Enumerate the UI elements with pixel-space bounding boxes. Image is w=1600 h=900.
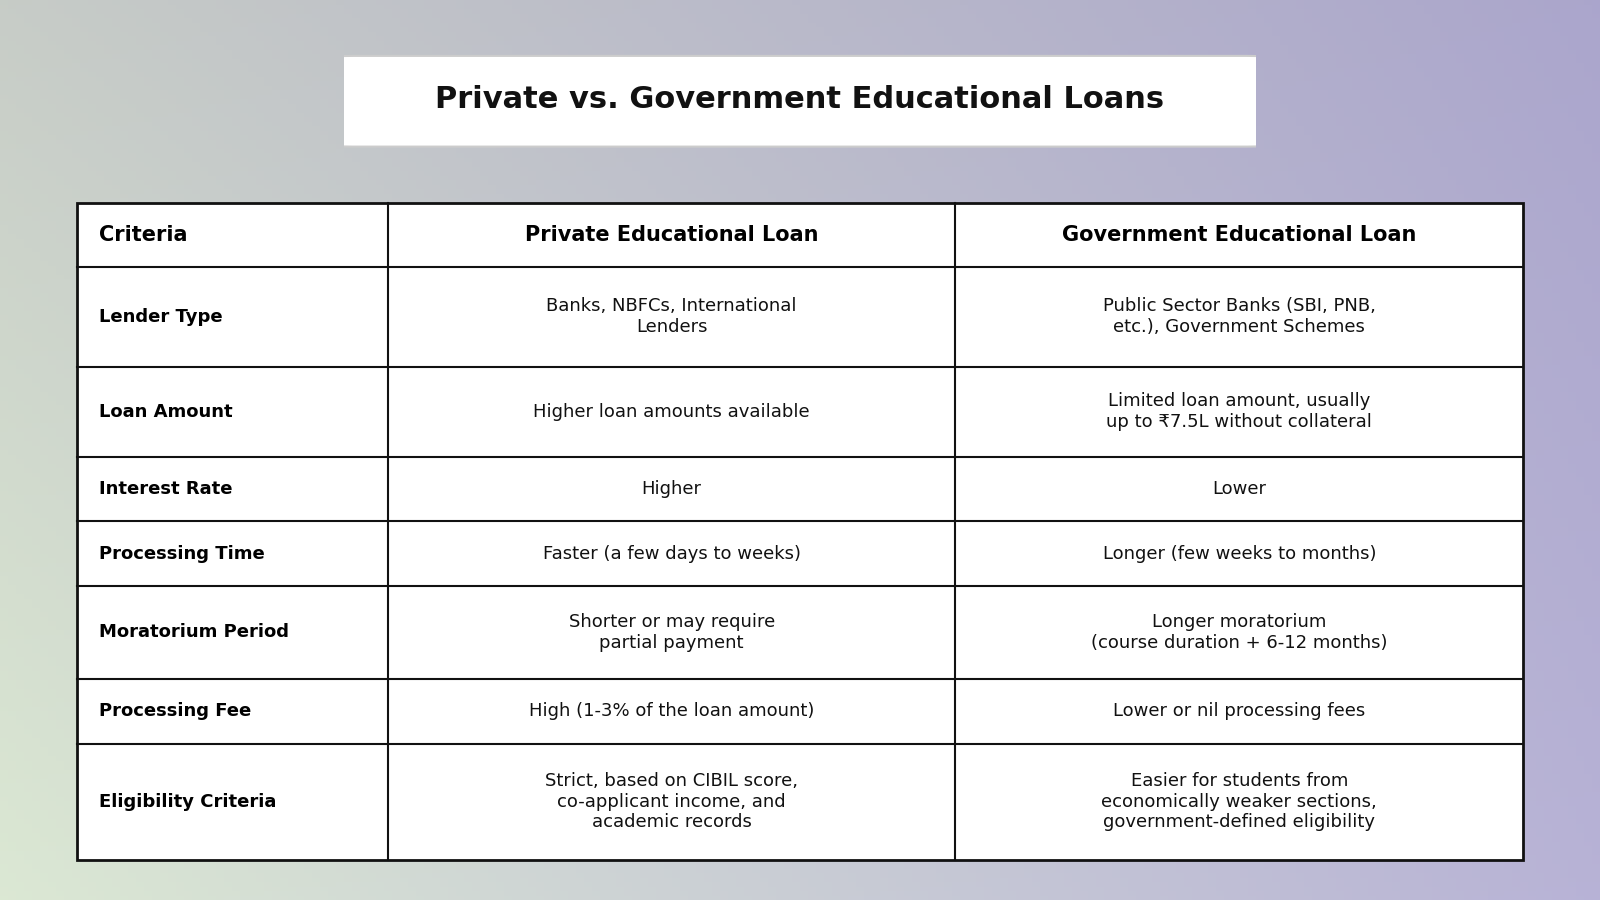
Text: Government Educational Loan: Government Educational Loan — [1062, 225, 1416, 245]
Text: Strict, based on CIBIL score,
co-applicant income, and
academic records: Strict, based on CIBIL score, co-applica… — [546, 771, 798, 832]
Text: Public Sector Banks (SBI, PNB,
etc.), Government Schemes: Public Sector Banks (SBI, PNB, etc.), Go… — [1102, 297, 1376, 337]
Text: Shorter or may require
partial payment: Shorter or may require partial payment — [568, 613, 774, 652]
Bar — [955, 457, 1523, 521]
Bar — [387, 586, 955, 680]
Bar — [77, 202, 1523, 860]
Bar — [77, 367, 387, 457]
Text: Lower: Lower — [1213, 480, 1266, 498]
Text: Limited loan amount, usually
up to ₹7.5L without collateral: Limited loan amount, usually up to ₹7.5L… — [1107, 392, 1373, 431]
Text: Interest Rate: Interest Rate — [99, 480, 232, 498]
Bar — [387, 202, 955, 267]
Text: Lender Type: Lender Type — [99, 308, 222, 326]
Bar — [955, 267, 1523, 367]
Text: Loan Amount: Loan Amount — [99, 403, 234, 421]
Bar — [387, 521, 955, 586]
Text: Higher: Higher — [642, 480, 702, 498]
Bar — [77, 267, 387, 367]
Text: Processing Fee: Processing Fee — [99, 702, 251, 720]
Bar — [77, 521, 387, 586]
Text: Longer moratorium
(course duration + 6-12 months): Longer moratorium (course duration + 6-1… — [1091, 613, 1387, 652]
Bar — [955, 680, 1523, 743]
Bar — [387, 267, 955, 367]
Text: Private vs. Government Educational Loans: Private vs. Government Educational Loans — [435, 85, 1165, 114]
Bar — [387, 367, 955, 457]
Text: Criteria: Criteria — [99, 225, 187, 245]
Bar — [77, 202, 387, 267]
Bar — [387, 680, 955, 743]
Text: Eligibility Criteria: Eligibility Criteria — [99, 793, 277, 811]
Text: Higher loan amounts available: Higher loan amounts available — [533, 403, 810, 421]
Text: High (1-3% of the loan amount): High (1-3% of the loan amount) — [530, 702, 814, 720]
Bar — [955, 743, 1523, 860]
Bar — [77, 586, 387, 680]
Text: Faster (a few days to weeks): Faster (a few days to weeks) — [542, 544, 800, 562]
Bar — [387, 743, 955, 860]
Text: Lower or nil processing fees: Lower or nil processing fees — [1114, 702, 1365, 720]
Text: Moratorium Period: Moratorium Period — [99, 624, 290, 642]
Bar — [955, 202, 1523, 267]
Bar — [77, 457, 387, 521]
Bar — [955, 521, 1523, 586]
Text: Easier for students from
economically weaker sections,
government-defined eligib: Easier for students from economically we… — [1101, 771, 1378, 832]
Bar — [955, 367, 1523, 457]
Text: Longer (few weeks to months): Longer (few weeks to months) — [1102, 544, 1376, 562]
Bar — [387, 457, 955, 521]
FancyBboxPatch shape — [326, 56, 1274, 147]
Text: Banks, NBFCs, International
Lenders: Banks, NBFCs, International Lenders — [546, 297, 797, 337]
Text: Private Educational Loan: Private Educational Loan — [525, 225, 818, 245]
Bar — [955, 586, 1523, 680]
Text: Processing Time: Processing Time — [99, 544, 266, 562]
Bar — [77, 743, 387, 860]
Bar — [77, 680, 387, 743]
